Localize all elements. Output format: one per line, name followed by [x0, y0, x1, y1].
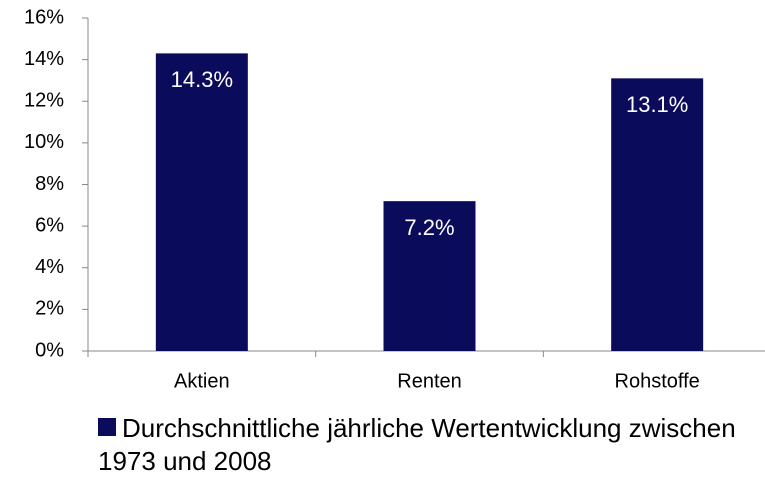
y-tick-label: 10%: [24, 131, 64, 153]
legend-label: Durchschnittliche jährliche Wertentwickl…: [98, 413, 736, 476]
legend-swatch: [98, 418, 116, 436]
y-tick-label: 0%: [35, 339, 64, 361]
bar: [611, 78, 704, 351]
y-tick-label: 8%: [35, 173, 64, 195]
y-tick-label: 6%: [35, 214, 64, 236]
value-label: 7.2%: [404, 215, 454, 240]
legend: Durchschnittliche jährliche Wertentwickl…: [98, 412, 758, 477]
x-tick-label: Aktien: [174, 370, 230, 392]
value-label: 14.3%: [171, 67, 233, 92]
value-label: 13.1%: [626, 92, 688, 117]
y-tick-label: 14%: [24, 48, 64, 70]
bar: [155, 53, 248, 351]
chart: 0% 2% 4% 6% 8% 10% 12% 14% 16% Aktien 14.3% Renten 7…: [24, 6, 765, 392]
bar: [383, 201, 476, 351]
y-tick-label: 2%: [35, 298, 64, 320]
x-tick-label: Rohstoffe: [615, 370, 700, 392]
y-tick-label: 16%: [24, 6, 64, 28]
x-tick-label: Renten: [397, 370, 462, 392]
y-tick-label: 12%: [24, 90, 64, 112]
y-tick-label: 4%: [35, 256, 64, 278]
